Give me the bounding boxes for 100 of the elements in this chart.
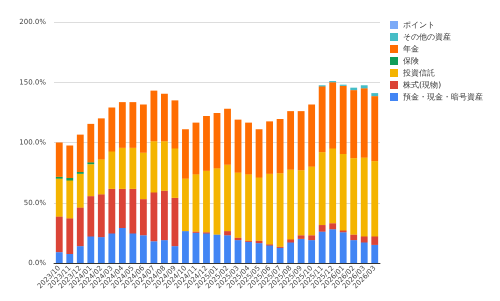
bar: [329, 223, 336, 230]
bar: [298, 238, 305, 263]
bar: [214, 168, 220, 235]
bar: [371, 244, 378, 263]
bar: [350, 240, 358, 263]
bar: [266, 121, 273, 174]
bar: [234, 238, 242, 240]
bar: [256, 243, 262, 263]
bar: [192, 232, 200, 263]
bar: [276, 119, 284, 174]
bar: [66, 254, 74, 263]
bar: [371, 161, 378, 236]
bar: [56, 252, 63, 263]
bar: [87, 164, 94, 196]
legend-label: 保険: [403, 56, 419, 66]
bar: [350, 234, 358, 240]
bar: [214, 234, 220, 263]
bar: [287, 240, 294, 243]
bar: [76, 208, 84, 246]
bar: [298, 170, 305, 236]
bar: [182, 129, 189, 179]
bar: [256, 129, 262, 178]
bar: [287, 170, 294, 240]
bar: [87, 124, 94, 162]
bar: [371, 93, 378, 96]
bar: [140, 235, 147, 263]
bar: [192, 122, 200, 174]
bar: [129, 233, 136, 263]
bar: [56, 178, 63, 217]
bar: [87, 236, 94, 263]
legend-label: その他の資産: [403, 32, 451, 42]
bar: [308, 166, 316, 236]
bar: [298, 235, 305, 239]
bar: [340, 232, 347, 263]
bar: [318, 152, 326, 226]
bar: [98, 237, 105, 263]
bar: [140, 104, 147, 153]
bar: [350, 158, 358, 235]
bar: [98, 118, 105, 160]
bar: [98, 194, 105, 238]
bar: [129, 148, 136, 189]
bar: [360, 85, 368, 88]
bar: [108, 233, 116, 263]
bar: [224, 231, 231, 236]
bar: [318, 86, 326, 152]
bar: [245, 242, 252, 263]
bar: [150, 141, 158, 193]
bar: [371, 96, 378, 162]
legend-label: 株式(現物): [402, 80, 442, 90]
bar: [140, 199, 147, 236]
bar: [66, 180, 74, 218]
bar: [234, 120, 242, 173]
bar: [266, 174, 273, 244]
bar: [140, 152, 147, 200]
legend-label: ポイント: [403, 20, 435, 30]
bar: [129, 102, 136, 148]
bar: [108, 108, 116, 152]
bar: [98, 159, 105, 194]
bar: [172, 198, 178, 246]
bar: [340, 86, 347, 154]
bar: [108, 188, 116, 234]
bar: [276, 248, 284, 263]
bar: [308, 240, 316, 263]
bar: [360, 158, 368, 236]
bar: [350, 90, 358, 158]
bar: [308, 235, 316, 240]
bar: [318, 225, 326, 232]
bar: [298, 111, 305, 170]
bar: [118, 228, 126, 263]
bar: [308, 104, 316, 167]
legend-label: 預金・現金・暗号資産: [403, 92, 483, 102]
bar: [329, 82, 336, 149]
bar: [318, 232, 326, 263]
bar: [172, 100, 178, 149]
bar: [76, 246, 84, 263]
bar: [360, 236, 368, 243]
bar: [161, 94, 168, 142]
bar: [118, 148, 126, 189]
bar: [214, 112, 220, 168]
legend-label: 投資信託: [402, 68, 435, 78]
bar: [276, 173, 284, 247]
bar: [371, 236, 378, 245]
bar: [224, 164, 231, 232]
bar: [234, 172, 242, 238]
bar: [287, 111, 294, 170]
bar: [150, 241, 158, 263]
bar: [66, 146, 74, 178]
bar: [118, 188, 126, 228]
bar: [172, 246, 178, 263]
bar: [256, 177, 262, 241]
bar: [329, 229, 336, 263]
bar: [161, 240, 168, 263]
bar: [56, 142, 63, 177]
bar: [360, 242, 368, 263]
bar: [203, 233, 210, 263]
bar: [203, 116, 210, 171]
bar: [161, 141, 168, 191]
legend-label: 年金: [403, 44, 419, 54]
bar: [245, 122, 252, 174]
bar: [224, 108, 231, 165]
